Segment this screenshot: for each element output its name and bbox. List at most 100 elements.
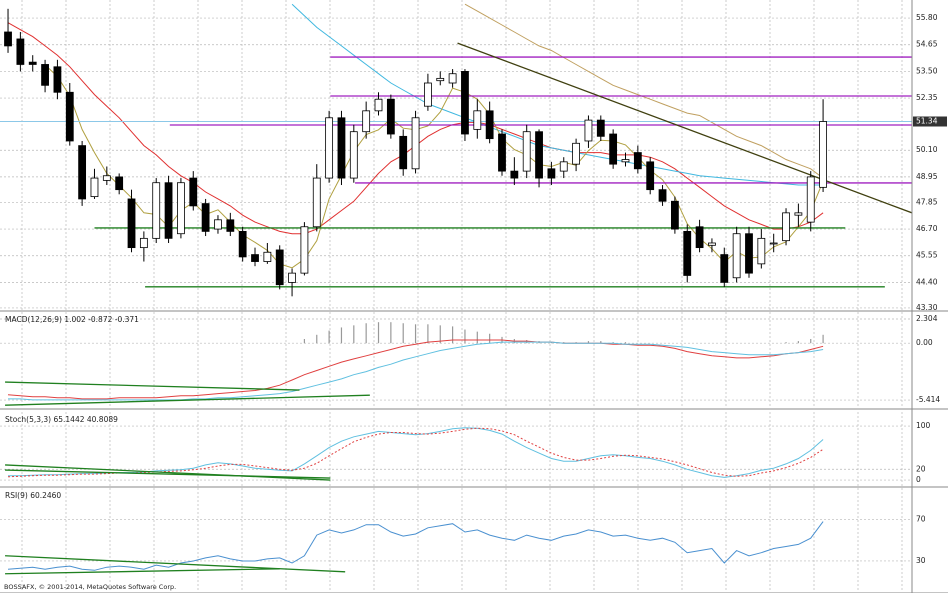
annotation-line <box>457 42 912 214</box>
candle-body <box>78 145 87 200</box>
y-tick-label: -5.414 <box>916 395 940 404</box>
candle-body <box>411 117 420 170</box>
panel <box>0 488 912 592</box>
candle-body <box>757 237 766 265</box>
candle-body <box>708 242 716 246</box>
candle-body <box>275 249 284 286</box>
candle-body <box>584 119 593 142</box>
annotation-line <box>5 555 346 573</box>
candle-body <box>16 38 25 65</box>
y-tick-label: 2.304 <box>916 314 938 323</box>
annotation-line <box>5 568 280 575</box>
candle-body <box>349 131 358 179</box>
candle-body <box>226 219 235 232</box>
indicator-line <box>7 339 824 400</box>
candle-body <box>794 212 803 216</box>
panel <box>0 412 912 486</box>
candle-body <box>300 226 309 274</box>
candle-body <box>41 64 49 86</box>
candle-body <box>214 219 222 230</box>
candle-body <box>337 117 346 179</box>
candle-body <box>263 251 272 262</box>
panel <box>0 0 912 310</box>
annotation-line <box>5 464 331 481</box>
candle-body <box>386 98 395 135</box>
y-tick-label: 0 <box>916 475 921 484</box>
candle-body <box>362 110 371 133</box>
candle-body <box>658 189 667 202</box>
annotation-line <box>5 469 331 479</box>
indicator-line <box>8 341 824 401</box>
candle-body <box>769 242 778 245</box>
y-tick-label: 30 <box>916 556 926 565</box>
indicator-title: Stoch(5,3,3) 65.1442 40.8089 <box>5 415 118 424</box>
y-tick-label: 0.00 <box>916 338 933 347</box>
candle-body <box>312 177 321 228</box>
candle-body <box>115 176 124 191</box>
candle-body <box>806 176 815 223</box>
y-tick-label: 54.65 <box>916 40 938 49</box>
y-tick-label: 46.70 <box>916 224 938 233</box>
candle-body <box>633 152 642 170</box>
indicator-title: RSI(9) 60.2460 <box>5 491 61 500</box>
candle-body <box>448 73 457 84</box>
y-tick-label: 20 <box>916 464 926 473</box>
candle-body <box>436 77 445 82</box>
indicator-line <box>7 427 824 478</box>
candle-body <box>732 233 741 279</box>
y-tick-label: 43.30 <box>916 303 938 312</box>
candle-body <box>288 272 296 283</box>
candle-body <box>782 212 790 242</box>
candle-body <box>28 61 37 65</box>
candle-body <box>164 182 173 239</box>
candle-body <box>596 119 605 137</box>
y-tick-label: 55.80 <box>916 13 938 22</box>
candle-body <box>189 177 198 207</box>
indicator-line <box>44 64 824 269</box>
candle-body <box>238 230 247 258</box>
candle-body <box>535 131 543 179</box>
candle-body <box>424 82 432 107</box>
candle-body <box>572 142 580 165</box>
indicator-line <box>464 3 824 179</box>
candle-body <box>65 91 74 142</box>
y-tick-label: 70 <box>916 515 926 524</box>
candle-body <box>177 182 185 235</box>
candle-body <box>90 177 99 198</box>
candle-body <box>522 131 531 172</box>
indicator-title: MACD(12,26,9) 1.002 -0.872 -0.371 <box>5 315 139 324</box>
candle-body <box>139 237 148 249</box>
candle-body <box>510 170 519 179</box>
candle-body <box>251 254 259 262</box>
candle-body <box>201 203 210 232</box>
candle-body <box>621 159 630 163</box>
candle-body <box>53 66 62 93</box>
y-tick-label: 48.95 <box>916 172 938 181</box>
price-tag-label: 51.34 <box>916 116 938 125</box>
candle-body <box>498 133 506 172</box>
candle-body <box>102 175 111 181</box>
indicator-line <box>291 3 824 186</box>
annotation-line <box>5 381 300 391</box>
y-tick-label: 50.10 <box>916 145 938 154</box>
candle-body <box>461 71 469 135</box>
candle-body <box>646 161 655 191</box>
annotation-line <box>5 394 370 406</box>
candle-body <box>152 182 161 239</box>
candle-body <box>473 110 482 130</box>
candle-body <box>547 168 556 179</box>
candle-body <box>559 161 568 172</box>
candle-body <box>127 198 136 249</box>
candle-body <box>720 254 729 283</box>
candle-body <box>399 135 408 170</box>
panel <box>0 312 912 408</box>
candle-body <box>819 121 827 188</box>
y-tick-label: 52.35 <box>916 93 938 102</box>
footer: BOSSAFX, © 2001-2014, MetaQuotes Softwar… <box>4 583 176 591</box>
candle-body <box>485 110 494 140</box>
y-tick-label: 53.50 <box>916 66 938 75</box>
candle-body <box>745 233 753 274</box>
price-tag <box>913 116 947 127</box>
